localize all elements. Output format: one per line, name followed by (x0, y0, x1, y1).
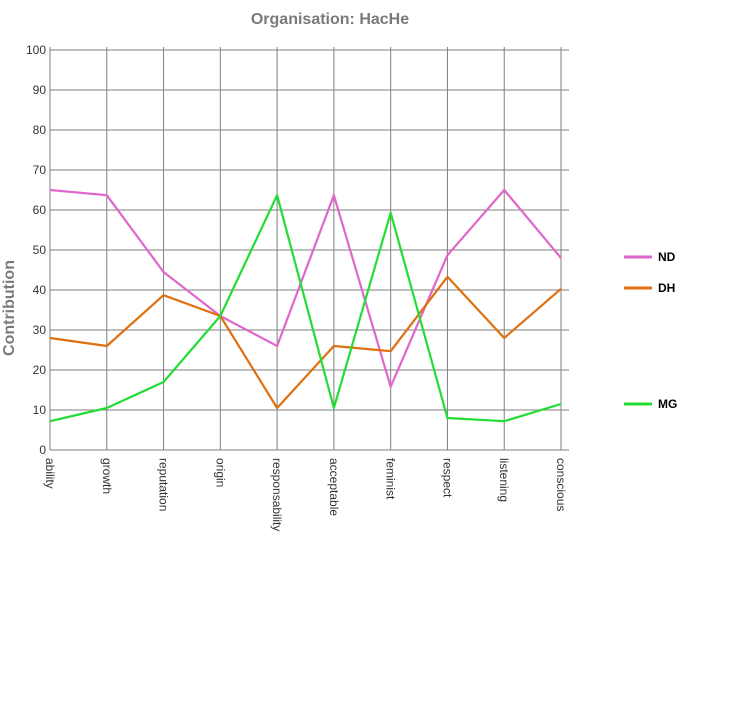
legend-label-dh: DH (658, 281, 675, 295)
x-tick-label: reputation (157, 458, 171, 511)
x-tick-label: acceptable (327, 458, 341, 516)
series-line-nd (49, 188, 562, 388)
x-tick-label: feminist (384, 458, 398, 500)
y-tick-label: 20 (33, 363, 47, 377)
x-tick-label: ability (43, 458, 57, 489)
y-tick-label: 30 (33, 323, 47, 337)
y-axis-label: Contribution (1, 260, 18, 356)
chart-title: Organisation: HacHe (251, 11, 409, 28)
y-tick-label: 40 (33, 283, 47, 297)
y-tick-label: 100 (26, 43, 46, 57)
x-tick-label: origin (213, 458, 227, 487)
x-tick-label: listening (497, 458, 511, 502)
legend: ND DH MG (624, 250, 677, 411)
y-tick-label: 80 (33, 123, 47, 137)
y-tick-label: 10 (33, 403, 47, 417)
x-tick-label: conscious (554, 458, 568, 511)
y-tick-label: 50 (33, 243, 47, 257)
series-line-mg (49, 194, 562, 423)
series-line-dh (49, 275, 562, 410)
x-tick-label: responsability (270, 458, 284, 531)
x-axis-ticks: ability growth reputation origin responsabil… (43, 458, 568, 531)
y-tick-label: 70 (33, 163, 47, 177)
legend-label-mg: MG (658, 397, 677, 411)
y-axis-ticks: 0 10 20 30 40 50 60 70 80 90 100 (26, 43, 46, 457)
legend-label-nd: ND (658, 250, 676, 264)
y-tick-label: 0 (39, 443, 46, 457)
series-lines (49, 188, 562, 423)
y-tick-label: 60 (33, 203, 47, 217)
x-tick-label: growth (100, 458, 114, 494)
gridlines (49, 47, 569, 451)
x-tick-label: respect (440, 458, 454, 498)
y-tick-label: 90 (33, 83, 47, 97)
